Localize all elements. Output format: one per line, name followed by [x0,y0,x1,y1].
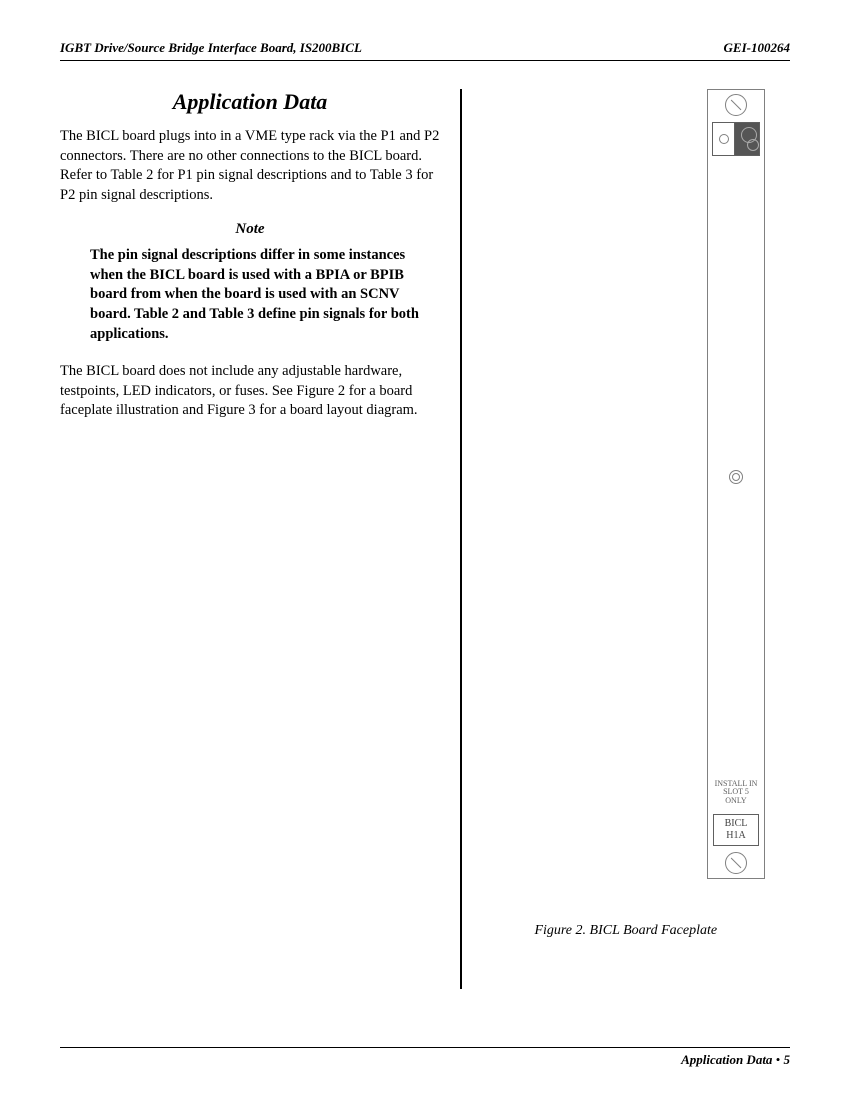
page-footer: Application Data • 5 [60,1047,790,1068]
board-id-line-2: H1A [714,830,758,842]
footer-bullet: • [776,1052,781,1067]
section-title: Application Data [60,89,440,115]
paragraph-1: The BICL board plugs into in a VME type … [60,127,440,205]
header-right: GEI-100264 [724,40,790,56]
content-area: Application Data The BICL board plugs in… [60,89,790,1019]
brand-logo-icon [719,134,729,144]
note-body: The pin signal descriptions differ in so… [90,246,420,344]
install-label: INSTALL IN SLOT 5 ONLY [708,780,764,806]
left-column: Application Data The BICL board plugs in… [60,89,460,1019]
right-column: INSTALL IN SLOT 5 ONLY BICL H1A Figure 2… [462,89,791,1019]
brand-label-box [712,122,760,156]
figure-caption: Figure 2. BICL Board Faceplate [462,923,791,939]
page-header: IGBT Drive/Source Bridge Interface Board… [60,40,790,61]
faceplate-figure: INSTALL IN SLOT 5 ONLY BICL H1A [707,89,765,879]
screw-bottom-icon [725,852,747,874]
header-left: IGBT Drive/Source Bridge Interface Board… [60,40,362,56]
note-heading: Note [60,221,440,238]
board-id-box: BICL H1A [713,814,759,846]
mid-hole-icon [729,470,743,484]
paragraph-2: The BICL board does not include any adju… [60,362,440,421]
footer-page: 5 [784,1052,791,1067]
faceplate-outline: INSTALL IN SLOT 5 ONLY BICL H1A [707,89,765,879]
screw-top-icon [725,94,747,116]
brand-graphic-cell [735,123,759,155]
install-line-3: ONLY [708,797,764,806]
footer-section: Application Data [681,1052,772,1067]
brand-logo-cell [713,123,735,155]
board-id-line-1: BICL [714,818,758,830]
